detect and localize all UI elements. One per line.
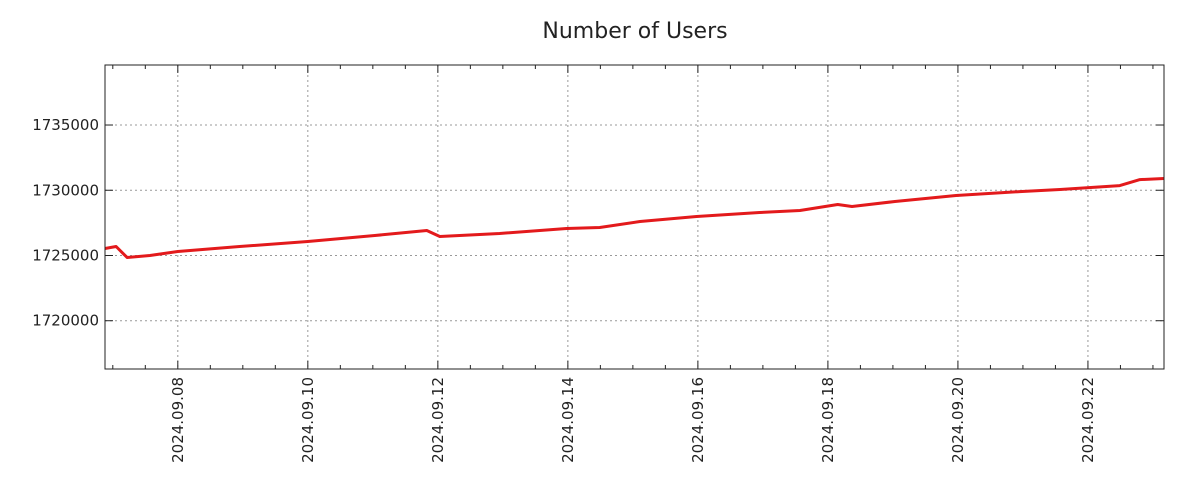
x-tick-label: 2024.09.08 [169,377,187,463]
y-tick-label: 1730000 [32,181,99,199]
y-tick-label: 1725000 [32,246,99,264]
x-tick-label: 2024.09.20 [949,377,967,463]
series-line [104,177,1165,259]
x-tick-label: 2024.09.16 [689,377,707,463]
axis-ticks: 1720000 1725000 1730000 1735000 2024.09.08 20… [32,65,1164,463]
x-tick-label: 2024.09.14 [559,377,577,463]
y-tick-label: 1720000 [32,312,99,330]
x-tick-label: 2024.09.10 [299,377,317,463]
plot-frame [104,64,1165,370]
y-tick-label: 1735000 [32,116,99,134]
chart-title: Number of Users [542,19,727,44]
x-tick-label: 2024.09.22 [1079,377,1097,463]
x-tick-label: 2024.09.12 [429,377,447,463]
x-tick-label: 2024.09.18 [819,377,837,463]
grid [105,65,1164,369]
